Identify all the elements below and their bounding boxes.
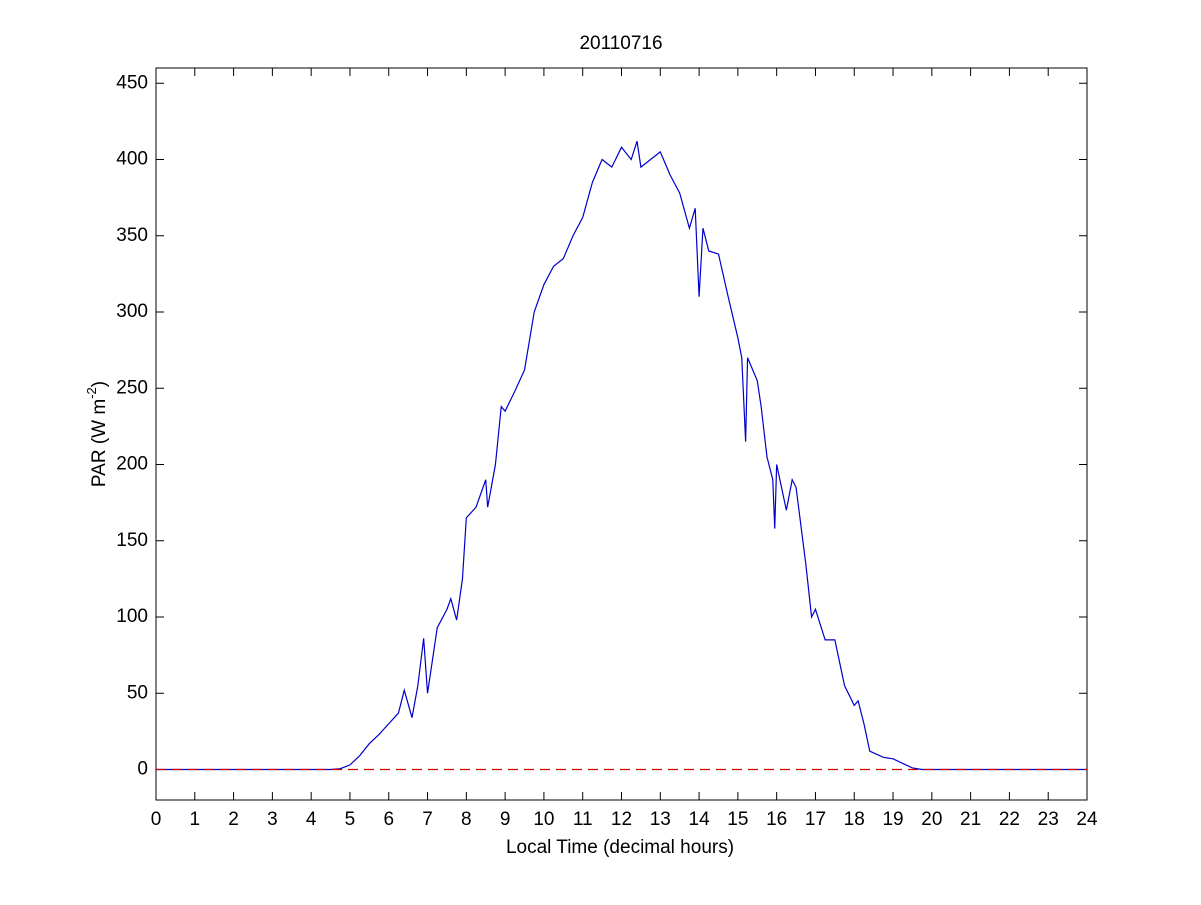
y-tick-label: 350 — [116, 225, 148, 246]
x-tick-label: 18 — [844, 809, 865, 830]
chart-title: 20110716 — [579, 33, 662, 54]
x-axis-label: Local Time (decimal hours) — [506, 837, 734, 858]
x-tick-label: 16 — [766, 809, 787, 830]
x-tick-label: 19 — [882, 809, 903, 830]
x-tick-label: 8 — [461, 809, 472, 830]
x-tick-label: 17 — [805, 809, 826, 830]
data-line — [156, 141, 1087, 771]
x-tick-label: 22 — [999, 809, 1020, 830]
x-tick-label: 24 — [1076, 809, 1098, 830]
x-tick-label: 2 — [228, 809, 239, 830]
y-tick-label: 0 — [137, 759, 148, 780]
x-tick-label: 0 — [151, 809, 162, 830]
x-tick-label: 12 — [611, 809, 632, 830]
y-tick-label: 300 — [116, 301, 148, 322]
x-tick-label: 7 — [422, 809, 433, 830]
y-tick-label: 150 — [116, 530, 148, 551]
y-axis-label: PAR (W m-2) — [84, 381, 110, 487]
x-tick-label: 13 — [650, 809, 671, 830]
x-tick-label: 20 — [921, 809, 942, 830]
y-tick-label: 100 — [116, 606, 148, 627]
x-tick-label: 3 — [267, 809, 278, 830]
x-tick-label: 9 — [500, 809, 511, 830]
x-tick-label: 14 — [689, 809, 711, 830]
y-tick-label: 400 — [116, 149, 148, 170]
x-tick-label: 11 — [573, 809, 593, 830]
y-tick-label: 250 — [116, 377, 148, 398]
x-tick-label: 5 — [345, 809, 356, 830]
x-tick-label: 23 — [1038, 809, 1059, 830]
x-tick-label: 6 — [383, 809, 394, 830]
y-tick-label: 200 — [116, 454, 148, 475]
y-tick-label: 50 — [127, 682, 148, 703]
x-tick-label: 10 — [533, 809, 554, 830]
x-tick-label: 1 — [190, 809, 201, 830]
plot-frame — [155, 67, 1088, 801]
x-tick-label: 21 — [960, 809, 981, 830]
x-tick-label: 15 — [727, 809, 748, 830]
x-tick-label: 4 — [306, 809, 317, 830]
y-tick-label: 450 — [116, 72, 148, 93]
